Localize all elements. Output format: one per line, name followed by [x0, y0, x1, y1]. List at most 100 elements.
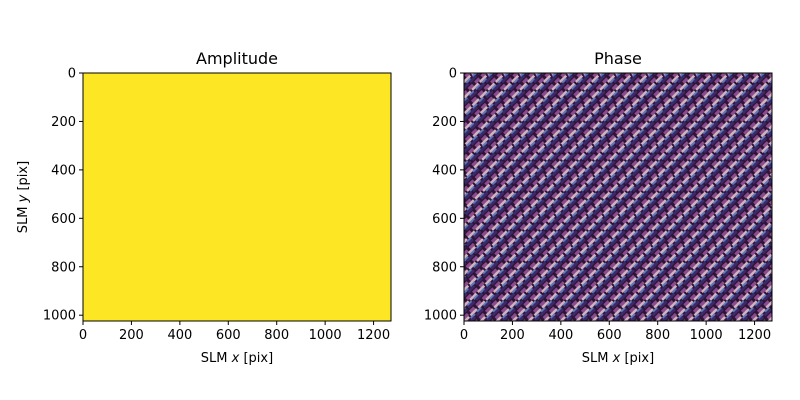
phase-frame — [463, 72, 773, 322]
phase-image — [464, 63, 800, 331]
phase-stripe — [607, 156, 772, 321]
phase-stripe — [602, 151, 772, 321]
phase-stripe — [506, 73, 760, 321]
phase-stripe — [464, 73, 712, 321]
amplitude-title: Amplitude — [196, 49, 278, 68]
phase-y-tick-label: 400 — [432, 163, 457, 178]
phase-stripe — [586, 135, 772, 321]
phase-stripe — [464, 73, 673, 282]
phase-stripe — [482, 73, 734, 321]
phase-x-tick-label: 800 — [645, 328, 670, 343]
phase-stripe — [464, 73, 715, 321]
phase-stripe — [791, 63, 800, 331]
phase-stripe — [549, 98, 772, 321]
phase-stripe — [501, 73, 753, 321]
phase-x-tick-label: 200 — [500, 328, 525, 343]
amplitude-frame — [82, 72, 392, 322]
phase-stripe — [464, 73, 523, 132]
phase-stripe — [464, 73, 600, 209]
phase-stripe — [690, 239, 772, 321]
amplitude-x-tick-label: 0 — [79, 328, 87, 343]
phase-stripe — [464, 73, 539, 148]
phase-stripe — [714, 263, 772, 321]
phase-stripe — [464, 73, 616, 225]
phase-stripe — [466, 73, 718, 321]
phase-stripe — [771, 63, 800, 331]
phase-x-tick-label: 1000 — [690, 328, 723, 343]
phase-stripe — [464, 73, 683, 292]
phase-stripe — [464, 73, 584, 193]
amplitude-image — [83, 73, 391, 321]
phase-stripe — [464, 73, 520, 129]
phase-stripe — [629, 178, 772, 321]
phase-stripe — [464, 73, 561, 170]
phase-stripe — [464, 73, 622, 231]
phase-x-ticks: 0 200 400 600 800 1000 1200 — [460, 321, 771, 343]
phase-stripe — [703, 252, 772, 321]
phase-stripe — [591, 140, 772, 321]
phase-stripe — [706, 255, 772, 321]
amplitude-x-tick-label: 600 — [216, 328, 241, 343]
phase-stripe — [639, 188, 772, 321]
phase-stripe — [464, 73, 606, 215]
phase-stripe — [464, 73, 577, 186]
phase-stripe — [464, 73, 542, 151]
phase-stripe — [464, 73, 619, 228]
phase-stripe — [464, 73, 664, 273]
phase-stripe — [626, 175, 772, 321]
phase-stripe — [533, 82, 772, 321]
phase-stripe — [514, 73, 766, 321]
phase-stripe — [565, 114, 772, 321]
amplitude-x-label: SLM x [pix] — [201, 351, 273, 366]
phase-stripe — [464, 73, 603, 212]
phase-stripe — [722, 271, 772, 321]
phase-stripe — [464, 73, 625, 234]
phase-stripe — [687, 236, 772, 321]
phase-stripe — [464, 73, 590, 199]
phase-stripe — [464, 73, 574, 183]
phase-stripe — [517, 73, 769, 321]
phase-stripe — [511, 73, 763, 321]
amplitude-y-label: SLM y [pix] — [16, 161, 31, 233]
amplitude-panel: Amplitude 0 200 400 600 800 1000 1200 0 200 400 6… — [16, 49, 392, 366]
phase-stripe — [666, 215, 772, 321]
amplitude-y-tick-label: 0 — [68, 67, 76, 82]
phase-stripe — [671, 220, 772, 321]
phase-stripe — [474, 73, 728, 321]
phase-stripe — [464, 73, 568, 177]
phase-stripe — [645, 194, 772, 321]
phase-stripe — [464, 73, 705, 314]
phase-stripe — [495, 73, 747, 321]
phase-stripe — [469, 73, 721, 321]
phase-stripe — [498, 73, 750, 321]
phase-stripe — [464, 73, 510, 119]
phase-stripe — [527, 76, 772, 321]
phase-stripe — [464, 73, 638, 247]
phase-stripe — [594, 143, 772, 321]
phase-panel: Phase 0 200 400 600 800 1000 1200 0 200 400 600 80… — [424, 49, 800, 366]
phase-stripe — [464, 73, 545, 154]
phase-stripe — [682, 231, 772, 321]
phase-stripe — [578, 127, 772, 321]
phase-stripe — [610, 159, 772, 321]
phase-stripe — [693, 242, 772, 321]
phase-stripe — [650, 199, 772, 321]
phase-stripe — [581, 130, 772, 321]
phase-stripe — [655, 204, 772, 321]
phase-stripe — [464, 73, 571, 180]
phase-stripe — [658, 207, 772, 321]
phase-stripe — [597, 146, 772, 321]
amplitude-y-tick-label: 200 — [51, 115, 76, 130]
phase-stripe — [778, 63, 800, 331]
amplitude-x-tick-label: 200 — [119, 328, 144, 343]
phase-stripe — [464, 73, 555, 164]
phase-x-tick-label: 0 — [460, 328, 468, 343]
phase-stripe — [464, 73, 536, 145]
phase-stripe — [464, 73, 651, 260]
phase-stripe — [522, 73, 772, 321]
phase-stripe — [464, 73, 689, 298]
amplitude-x-tick-label: 800 — [264, 328, 289, 343]
phase-stripe — [464, 73, 635, 244]
phase-stripe — [464, 73, 654, 263]
